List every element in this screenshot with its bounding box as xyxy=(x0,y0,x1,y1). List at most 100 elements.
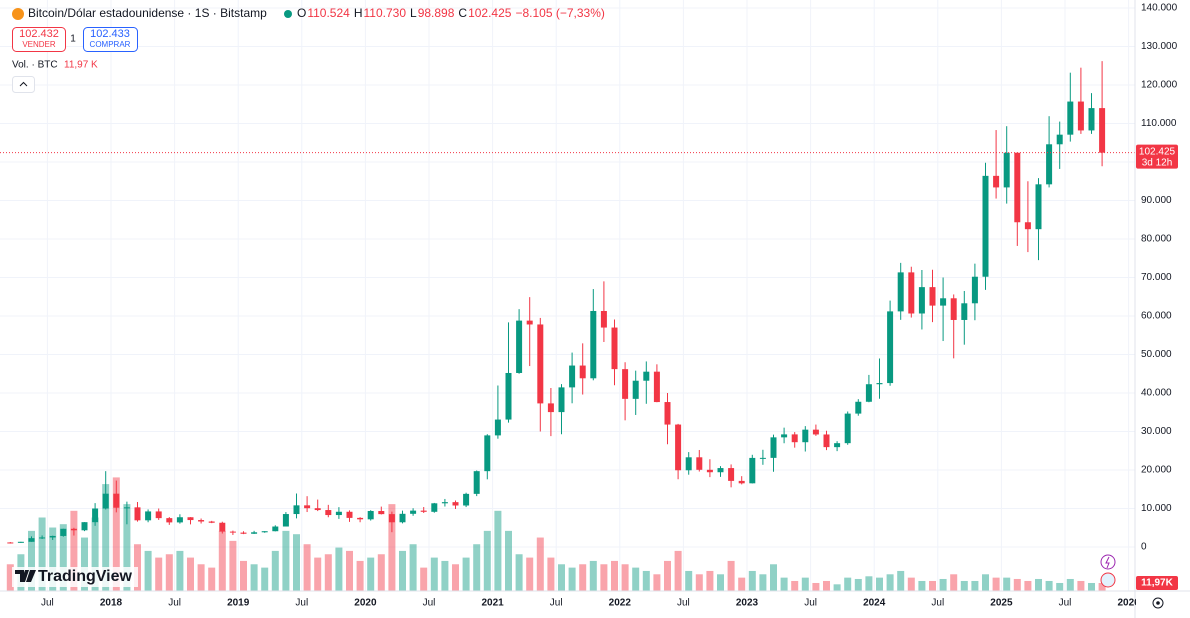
candle-body xyxy=(229,531,236,533)
volume-bar xyxy=(240,560,247,591)
axes: 0 10.000 20.000 30.000 40.000 50.000 60.000 70.… xyxy=(1136,3,1178,590)
candle-body xyxy=(431,503,438,512)
buy-label[interactable]: COMPRAR xyxy=(90,40,131,49)
volume-bar xyxy=(600,564,608,591)
y-tick-label: 70.000 xyxy=(1141,272,1172,283)
candle-body xyxy=(1067,101,1074,135)
x-tick-label: Jul xyxy=(295,598,308,609)
volume-bar xyxy=(1045,580,1053,591)
candle-body xyxy=(1099,108,1106,153)
volume-bar xyxy=(717,574,724,591)
candle-body xyxy=(272,526,279,532)
candle-body xyxy=(441,502,448,504)
volume-pane xyxy=(6,477,1106,591)
buy-price[interactable]: 102.433 xyxy=(90,28,130,40)
buy-button[interactable] xyxy=(83,27,138,52)
volume-bar xyxy=(653,574,661,591)
sell-button[interactable] xyxy=(12,27,66,52)
y-tick-label: 90.000 xyxy=(1141,195,1172,206)
x-tick-label: 2026 xyxy=(1117,598,1140,609)
candle-body xyxy=(1024,222,1031,230)
candle-body xyxy=(81,522,88,531)
volume-bar xyxy=(536,537,544,591)
x-tick-label: 2018 xyxy=(100,598,123,609)
last-price-label: 102.425 xyxy=(1139,146,1176,157)
candles xyxy=(0,61,1135,544)
time-axis: Jul 2018 Jul 2019 Jul 2020 Jul 2021 Jul 2022 Jul 20… xyxy=(41,598,1140,609)
candle-body xyxy=(569,365,576,388)
x-tick-label: Jul xyxy=(423,598,436,609)
candle-body xyxy=(844,413,851,444)
candle-body xyxy=(452,502,459,506)
event-icon[interactable] xyxy=(1100,554,1116,570)
settings-icon[interactable] xyxy=(1152,597,1164,609)
y-tick-label: 20.000 xyxy=(1141,465,1172,476)
candle-body xyxy=(92,508,99,523)
volume-bar xyxy=(611,560,618,591)
ohlc: O 110.524 H 110.730 L 98.898 C 102.425 xyxy=(297,6,512,20)
volume-value: 11,97 K xyxy=(64,60,98,71)
sell-price[interactable]: 102.432 xyxy=(19,28,59,40)
volume-bar xyxy=(1077,580,1085,591)
candle-body xyxy=(865,384,872,402)
candle-body xyxy=(940,298,947,306)
candle-body xyxy=(219,522,226,532)
candle-body xyxy=(770,437,777,458)
candle-body xyxy=(494,419,501,436)
candle-body xyxy=(600,310,607,328)
volume-bar xyxy=(462,557,470,591)
volume-bar xyxy=(261,567,269,591)
volume-bar xyxy=(81,537,88,591)
sell-label[interactable]: VENDER xyxy=(22,40,56,49)
volume-bar xyxy=(886,574,894,591)
candle-body xyxy=(261,531,268,533)
volume-bar xyxy=(780,577,788,591)
change: −8.105 (−7,33%) xyxy=(515,6,604,20)
ohlc-value: 110.524 xyxy=(307,6,350,20)
candle-body xyxy=(516,320,523,373)
volume-bar xyxy=(441,560,449,591)
y-tick-label: 110.000 xyxy=(1141,118,1177,129)
candle-body xyxy=(1014,152,1021,223)
candle-body xyxy=(526,320,533,325)
y-tick-label: 80.000 xyxy=(1141,234,1172,245)
candle-body xyxy=(145,511,152,521)
volume-bar xyxy=(356,560,364,591)
candle-body xyxy=(759,457,766,459)
collapse-button[interactable] xyxy=(12,76,35,93)
volume-bar xyxy=(314,557,322,591)
volume-bar xyxy=(38,517,46,591)
candle-body xyxy=(505,372,512,420)
candle-body xyxy=(685,457,692,471)
coin-icon xyxy=(12,8,24,20)
volume-bar xyxy=(907,577,915,591)
candle-body xyxy=(388,514,395,523)
candle-body xyxy=(1088,108,1095,131)
volume-bar xyxy=(91,517,99,591)
candle-body xyxy=(473,471,480,494)
x-tick-label: 2023 xyxy=(736,598,759,609)
ohlc-key: O xyxy=(297,6,306,20)
candle-body xyxy=(70,528,77,531)
x-tick-label: 2019 xyxy=(227,598,250,609)
candle-body xyxy=(781,434,788,438)
candle-body xyxy=(39,537,46,539)
candle-body xyxy=(1035,184,1042,230)
volume-bar xyxy=(558,564,565,591)
ohlc-key: H xyxy=(354,6,363,20)
volume-bar xyxy=(738,577,746,591)
symbol-title: Bitcoin/Dólar estadounidense · 1S · Bits… xyxy=(28,6,267,20)
y-tick-label: 140.000 xyxy=(1141,3,1178,14)
volume-bar xyxy=(420,567,428,591)
x-tick-label: 2021 xyxy=(481,598,504,609)
collapse-icon[interactable] xyxy=(19,81,28,87)
volume-bar xyxy=(579,564,587,591)
volume-bar xyxy=(483,530,491,591)
x-tick-label: Jul xyxy=(931,598,944,609)
flag-icon[interactable] xyxy=(1100,572,1116,588)
ohlc-key: C xyxy=(458,6,467,20)
volume-label: 11,97K xyxy=(1141,578,1173,589)
volume-bar xyxy=(250,564,258,591)
candle-body xyxy=(123,507,130,509)
candle-body xyxy=(908,272,915,314)
